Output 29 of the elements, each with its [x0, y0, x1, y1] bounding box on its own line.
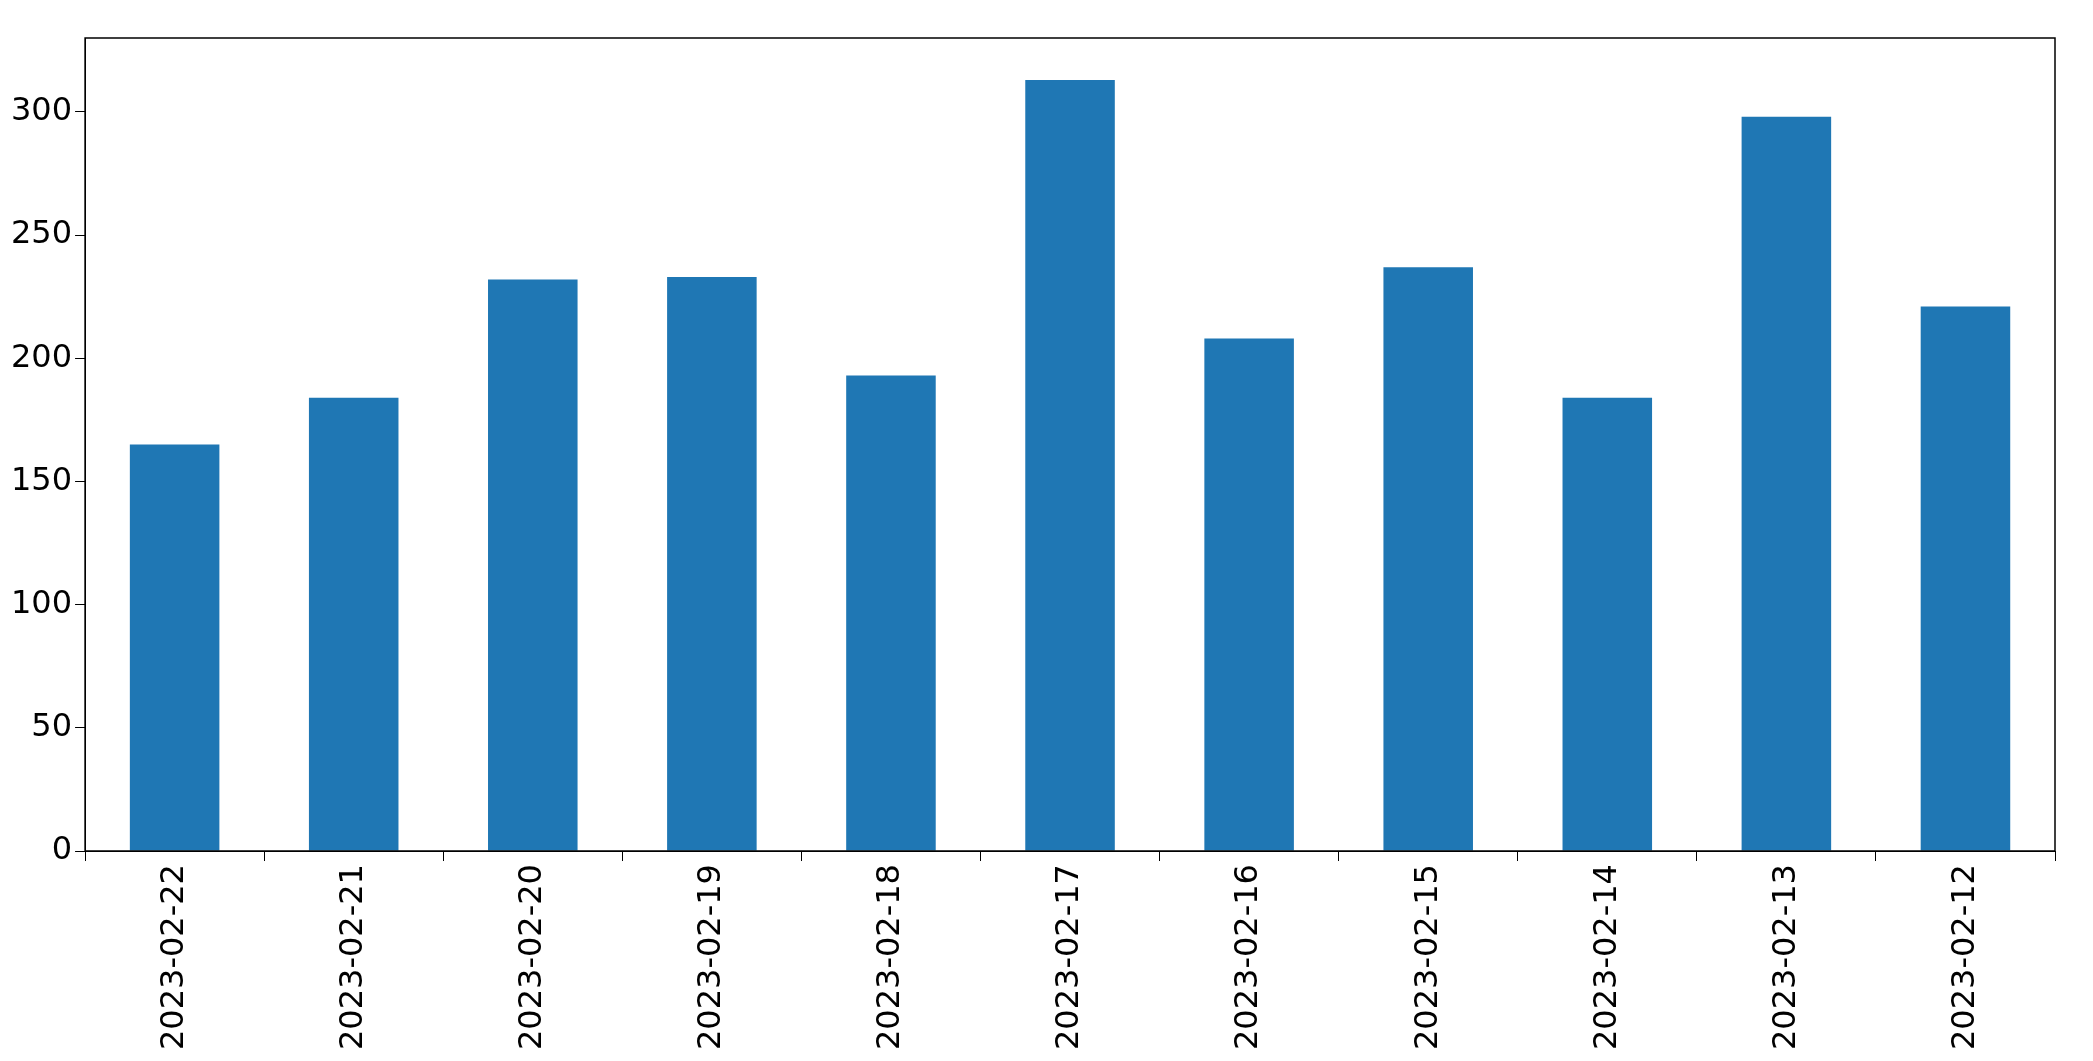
- x-tick-label: 2023-02-19: [690, 864, 729, 1050]
- x-tick-label: 2023-02-17: [1048, 864, 1087, 1050]
- y-tick-label: 100: [11, 582, 73, 621]
- bar: [1920, 306, 2011, 851]
- x-tick-label: 2023-02-13: [1764, 864, 1803, 1050]
- y-tick-label: 250: [11, 213, 73, 252]
- bar: [1025, 79, 1115, 851]
- x-tick-label: 2023-02-22: [152, 864, 191, 1050]
- bar: [667, 276, 757, 851]
- bar: [129, 444, 220, 851]
- bar: [488, 279, 578, 851]
- bar: [846, 375, 936, 851]
- y-tick-label: 300: [11, 90, 73, 129]
- x-tick-label: 2023-02-15: [1406, 864, 1445, 1050]
- x-tick-label: 2023-02-14: [1585, 864, 1624, 1050]
- x-tick-label: 2023-02-16: [1227, 864, 1266, 1050]
- x-tick-label: 2023-02-21: [332, 864, 371, 1050]
- bar: [1204, 338, 1294, 851]
- bar: [1562, 397, 1653, 851]
- x-tick-label: 2023-02-18: [869, 864, 908, 1050]
- y-tick-label: 150: [11, 459, 73, 498]
- x-tick-label: 2023-02-12: [1943, 864, 1982, 1050]
- y-tick-label: 50: [31, 706, 73, 745]
- y-tick-label: 200: [11, 336, 73, 375]
- bar: [1383, 267, 1473, 851]
- bar: [308, 397, 399, 851]
- x-tick-label: 2023-02-20: [511, 864, 550, 1050]
- bar: [1741, 116, 1832, 851]
- y-tick-label: 0: [51, 829, 73, 868]
